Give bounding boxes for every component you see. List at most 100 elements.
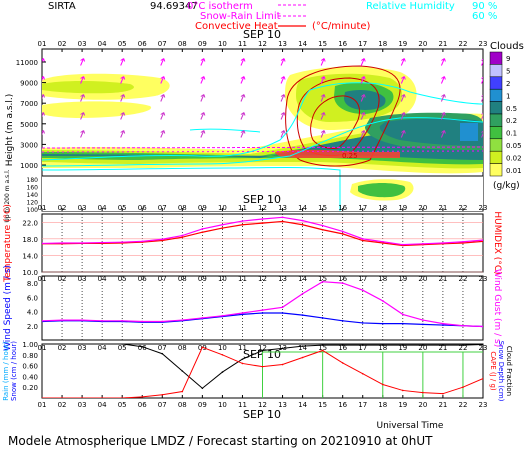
hour-tick-label: 09 <box>198 40 207 48</box>
hour-tick-label: 22 <box>458 401 467 409</box>
convective-legend: Convective Heat <box>195 21 278 32</box>
wind-arrow-head <box>320 94 326 98</box>
hour-tick-label: 16 <box>338 401 347 409</box>
data-point <box>121 319 124 322</box>
wind-arrow <box>320 76 325 84</box>
wind-arrow-head <box>441 94 446 98</box>
wind-panel: 2.0 4.0 6.0 8.0 <box>27 276 484 340</box>
colorbar-tick-label: 5 <box>506 68 510 76</box>
wind-arrow-head <box>401 58 406 62</box>
wind-arrow <box>42 130 44 136</box>
wind-arrow <box>400 76 405 84</box>
data-point <box>421 323 424 326</box>
wind-arrow-head <box>80 94 86 98</box>
data-point <box>181 370 184 372</box>
data-point <box>101 397 103 398</box>
wind-arrow-head <box>80 76 86 80</box>
cloud-ylabel: Height (m a.s.l.) <box>5 94 15 167</box>
wind-arrow-head <box>401 130 406 134</box>
hour-tick-label: 10 <box>218 344 227 352</box>
hour-tick-label: 22 <box>458 344 467 352</box>
hour-tick-label: 02 <box>58 344 67 352</box>
cloud-ylabel-lower: Up to 200 m a.s.l. <box>4 169 11 222</box>
rh-contour-1 <box>42 82 483 161</box>
wind-arrow <box>160 94 165 102</box>
cloud-ytick-lower-label: 160 <box>27 185 39 192</box>
hour-tick-label: 03 <box>78 344 87 352</box>
data-point <box>422 391 424 394</box>
data-point <box>61 397 63 398</box>
wind-arrow-head <box>441 58 446 62</box>
data-point <box>241 358 244 360</box>
hour-tick-label: 19 <box>398 401 407 409</box>
colorbar-tick-label: 0.01 <box>506 167 522 175</box>
colorbar-swatch <box>489 138 503 152</box>
data-point <box>141 240 144 243</box>
data-point <box>341 282 344 285</box>
wind-arrow-head <box>441 130 446 134</box>
data-point <box>321 344 324 346</box>
colorbar-tick-label: 0.2 <box>506 117 517 125</box>
hour-tick-label: 20 <box>418 40 427 48</box>
isotherm-legend: 0°C isotherm <box>187 1 253 12</box>
data-point <box>321 228 324 231</box>
wind-arrow-head <box>42 94 45 98</box>
precip-ylabel-left: Rain (mm / hour) <box>2 341 10 401</box>
ytick-label: 4.0 <box>27 309 38 317</box>
precip-panel: 0.20 0.40 0.60 0.80 1.00 <box>22 341 483 398</box>
data-point <box>201 317 204 319</box>
hour-tick-label: 07 <box>158 344 167 352</box>
data-point <box>161 393 164 396</box>
colorbar-tick-label: 0.05 <box>506 142 522 150</box>
precip-ylabel-right2: Snow Depth (cm) <box>497 341 505 402</box>
wind-arrow <box>80 94 85 102</box>
wind-arrow-head <box>401 112 406 116</box>
hour-tick-label: 14 <box>298 40 307 48</box>
data-point <box>261 312 264 314</box>
data-point <box>81 397 83 398</box>
colorbar-swatch <box>489 51 503 65</box>
hour-tick-label: 03 <box>78 401 87 409</box>
cloud-ytick-label: 3000 <box>20 141 38 149</box>
data-point <box>281 216 284 219</box>
data-point <box>161 239 164 242</box>
data-point <box>301 356 304 359</box>
wind-arrow <box>200 130 205 138</box>
data-point <box>301 292 304 295</box>
colorbar-title: Clouds <box>490 41 524 52</box>
rh-contour-4 <box>189 128 261 133</box>
data-point <box>482 325 483 328</box>
data-point <box>482 377 483 380</box>
cloud-ytick-lower-label: 100 <box>27 207 39 214</box>
cloud-ytick-lower-label: 140 <box>27 192 39 199</box>
wind-arrow-head <box>401 94 406 98</box>
data-point <box>261 218 264 220</box>
wind-arrow <box>440 58 445 66</box>
wind-arrow <box>42 58 44 64</box>
hour-tick-label: 08 <box>178 344 187 352</box>
colorbar-swatch <box>489 163 503 177</box>
hour-tick-label: 17 <box>358 401 367 409</box>
wind-arrow-head <box>160 94 166 98</box>
hour-tick-label: 06 <box>138 40 147 48</box>
data-point <box>181 234 184 237</box>
colorbar-tick-label: 0.1 <box>506 130 517 138</box>
wind-arrow <box>400 112 405 120</box>
hour-tick-label: 17 <box>358 344 367 352</box>
data-point <box>301 219 304 222</box>
data-point <box>341 319 344 322</box>
wind-arrow <box>440 76 445 84</box>
wind-ylabel-left: Wind Speed (m / s) <box>3 265 13 351</box>
wind-arrow <box>80 130 85 138</box>
wind-arrow <box>280 130 285 138</box>
wind-arrow-head <box>160 76 166 80</box>
wind-arrow-head <box>280 130 286 134</box>
wind-arrow-head <box>481 130 483 133</box>
hour-tick-label: 06 <box>138 344 147 352</box>
wind-arrow <box>360 58 365 66</box>
data-point <box>361 322 364 324</box>
wind-arrow-head <box>120 94 126 98</box>
data-point <box>401 322 404 325</box>
wind-arrow <box>320 94 325 102</box>
